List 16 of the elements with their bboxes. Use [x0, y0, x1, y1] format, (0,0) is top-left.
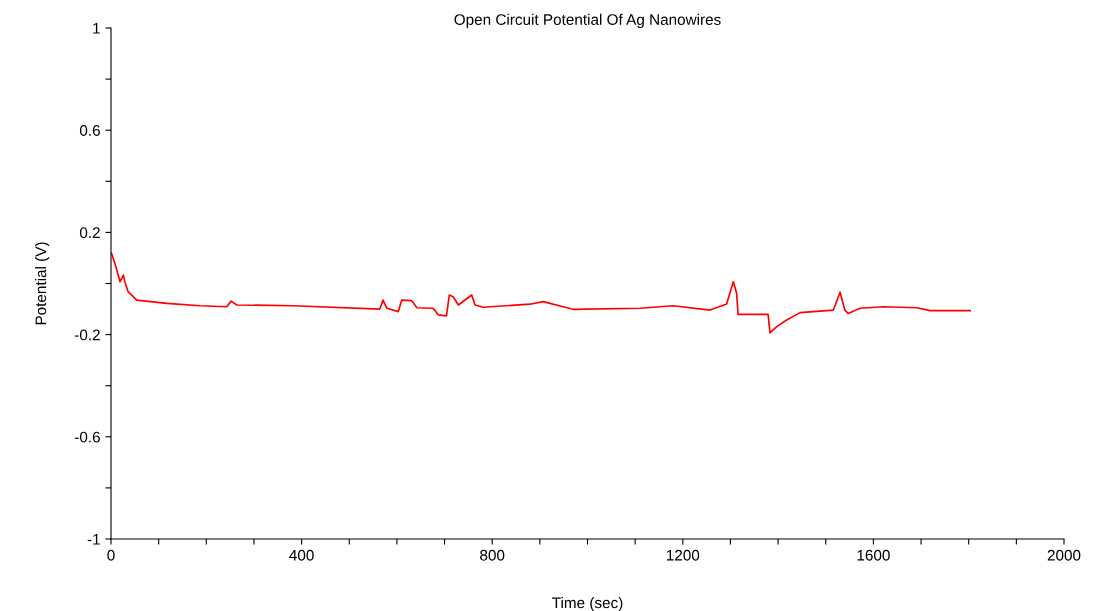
- x-tick-label: 800: [480, 549, 505, 561]
- x-tick-label: 1200: [666, 549, 700, 561]
- y-tick-label: -0.2: [74, 329, 100, 341]
- x-tick-label: 0: [107, 549, 115, 561]
- y-tick-label: 0.6: [79, 125, 100, 136]
- line-series: [111, 252, 971, 334]
- x-tick-label: 2000: [1047, 549, 1081, 561]
- y-tick-label: -1: [87, 534, 100, 545]
- x-tick-label: 400: [289, 549, 314, 561]
- x-tick-label: 1600: [857, 549, 890, 561]
- y-axis-title: Potential (V): [35, 242, 50, 325]
- y-tick-label: -0.6: [74, 431, 100, 443]
- y-tick-label: 0.2: [79, 227, 100, 239]
- chart-title: Open Circuit Potential Of Ag Nanowires: [454, 13, 721, 28]
- x-axis-title: Time (sec): [552, 596, 623, 611]
- y-tick-label: 1: [93, 23, 100, 34]
